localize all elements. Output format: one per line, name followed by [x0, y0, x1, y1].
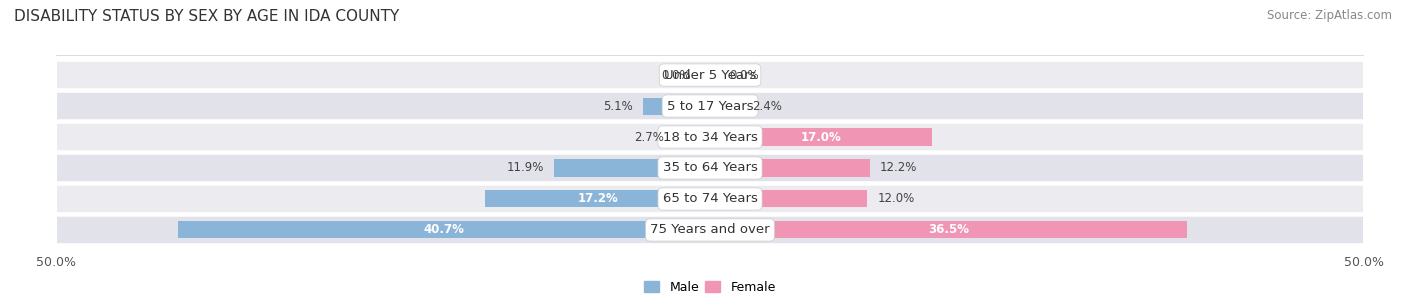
- Bar: [675, 128, 710, 145]
- Text: Under 5 Years: Under 5 Years: [664, 69, 756, 81]
- Bar: [710, 190, 868, 207]
- Text: 35 to 64 Years: 35 to 64 Years: [662, 161, 758, 174]
- Bar: [554, 160, 710, 177]
- Bar: [485, 190, 710, 207]
- Bar: [710, 128, 932, 145]
- Text: 36.5%: 36.5%: [928, 224, 969, 236]
- Text: 18 to 34 Years: 18 to 34 Years: [662, 131, 758, 144]
- Text: 5.1%: 5.1%: [603, 99, 633, 113]
- FancyBboxPatch shape: [56, 185, 1364, 213]
- Text: DISABILITY STATUS BY SEX BY AGE IN IDA COUNTY: DISABILITY STATUS BY SEX BY AGE IN IDA C…: [14, 9, 399, 24]
- FancyBboxPatch shape: [56, 154, 1364, 182]
- Text: 65 to 74 Years: 65 to 74 Years: [662, 192, 758, 206]
- Text: 2.4%: 2.4%: [752, 99, 782, 113]
- FancyBboxPatch shape: [56, 216, 1364, 244]
- Bar: [710, 221, 1187, 239]
- Text: 12.2%: 12.2%: [880, 161, 917, 174]
- FancyBboxPatch shape: [56, 123, 1364, 151]
- Text: 5 to 17 Years: 5 to 17 Years: [666, 99, 754, 113]
- Text: 11.9%: 11.9%: [506, 161, 544, 174]
- Text: 17.2%: 17.2%: [578, 192, 619, 206]
- Bar: [644, 98, 710, 115]
- Text: 0.0%: 0.0%: [661, 69, 690, 81]
- Text: 40.7%: 40.7%: [423, 224, 464, 236]
- Bar: [710, 160, 869, 177]
- Text: 75 Years and over: 75 Years and over: [650, 224, 770, 236]
- Text: 2.7%: 2.7%: [634, 131, 664, 144]
- Text: 17.0%: 17.0%: [801, 131, 842, 144]
- FancyBboxPatch shape: [56, 92, 1364, 120]
- Bar: [177, 221, 710, 239]
- Bar: [710, 98, 741, 115]
- FancyBboxPatch shape: [56, 61, 1364, 89]
- Legend: Male, Female: Male, Female: [640, 275, 780, 299]
- Text: Source: ZipAtlas.com: Source: ZipAtlas.com: [1267, 9, 1392, 22]
- Text: 0.0%: 0.0%: [730, 69, 759, 81]
- Text: 12.0%: 12.0%: [877, 192, 915, 206]
